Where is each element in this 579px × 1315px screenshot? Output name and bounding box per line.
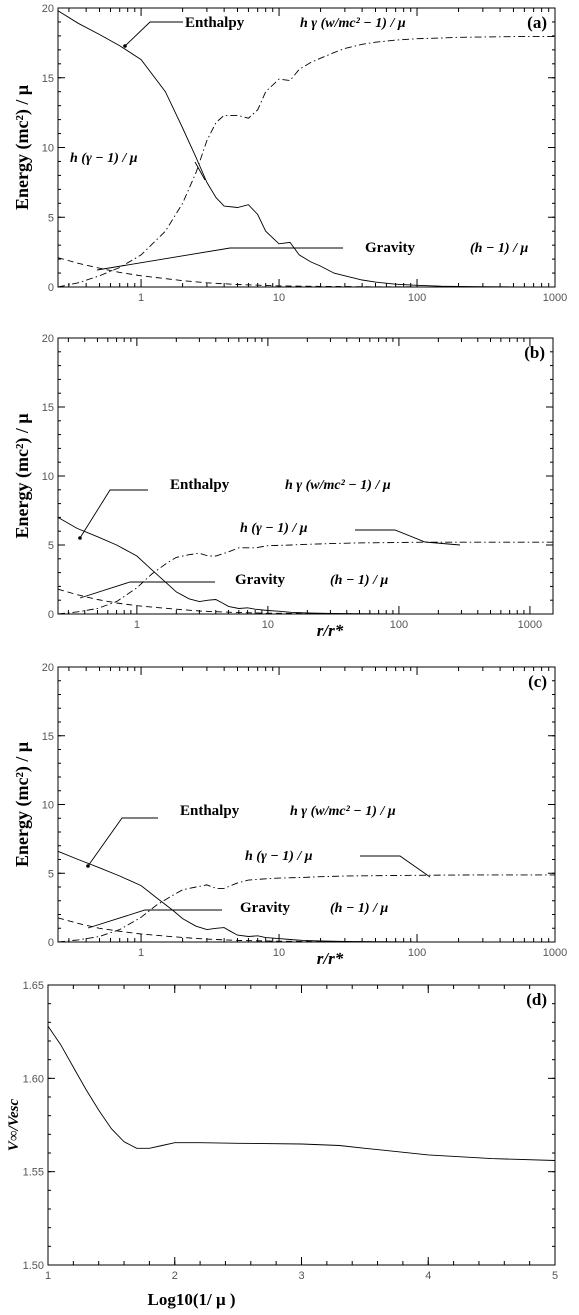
y-tick-label: 15 [42, 731, 54, 743]
y-tick-label: 0 [48, 937, 54, 949]
chart-panel-c: 0 5 10 15 20 1 10 100 1000 (c) Energy (mc²) / μ r/r… [12, 662, 567, 968]
y-tick-label: 10 [42, 800, 54, 812]
y-tick-label: 20 [42, 3, 54, 15]
panel-label: (c) [528, 672, 547, 691]
x-tick-label: 1 [45, 1270, 51, 1282]
enthalpy-formula: h γ (w/mc² − 1) / μ [290, 804, 396, 819]
gravity-pointer [96, 247, 343, 271]
gravity-formula: (h − 1) / μ [330, 901, 388, 916]
pointer-head [86, 864, 90, 868]
x-tick-label: 1000 [518, 619, 542, 631]
kinetic-pointer [355, 529, 461, 546]
series-line-dashdot [57, 36, 555, 288]
x-tick-label: 10 [262, 619, 274, 631]
enthalpy-pointer [87, 817, 158, 867]
y-tick-label: 1.55 [23, 1167, 44, 1179]
x-axis-label: r/r* [317, 949, 344, 968]
x-tick-label: 5 [552, 1270, 558, 1282]
y-axis-label: Energy (mc²) / μ [12, 742, 33, 867]
series-line-dashed [57, 257, 556, 288]
gravity-label: Gravity [365, 240, 415, 256]
gravity-pointer [87, 909, 222, 929]
y-axis-label: Energy (mc²) / μ [12, 413, 33, 538]
y-axis-label: Energy (mc²) / μ [12, 85, 33, 210]
enthalpy-formula: h γ (w/mc² − 1) / μ [300, 16, 406, 31]
x-tick-label: 1000 [543, 947, 567, 959]
y-tick-label: 1.65 [23, 980, 44, 992]
x-tick-label: 1 [138, 292, 144, 304]
gravity-formula: (h − 1) / μ [330, 573, 388, 588]
series-line-solid [57, 517, 399, 615]
x-tick-label: 100 [408, 292, 426, 304]
series-line-solid [57, 10, 556, 288]
enthalpy-label: Enthalpy [185, 15, 245, 31]
y-tick-label: 10 [42, 471, 54, 483]
gravity-label: Gravity [235, 572, 285, 588]
panel-label: (d) [526, 990, 547, 1009]
pointer-head [123, 44, 127, 48]
y-tick-label: 15 [42, 73, 54, 85]
x-tick-label: 4 [425, 1270, 431, 1282]
y-tick-label: 0 [48, 282, 54, 294]
y-tick-label: 20 [42, 662, 54, 674]
series-line-dashed [57, 588, 399, 615]
y-tick-label: 10 [42, 143, 54, 155]
series-line-dashed [57, 917, 418, 943]
y-tick-label: 5 [48, 540, 54, 552]
y-tick-label: 5 [48, 868, 54, 880]
y-tick-label: 15 [42, 402, 54, 414]
panel-label: (a) [527, 13, 547, 32]
x-tick-label: 10 [273, 947, 285, 959]
x-tick-label: 3 [298, 1270, 304, 1282]
x-axis-label: Log10(1/ μ ) [147, 1290, 235, 1309]
series-line-dashdot [57, 874, 555, 943]
x-tick-label: 1 [134, 619, 140, 631]
kinetic-pointer [360, 855, 431, 878]
chart-panel-a: 0 5 10 15 20 1 10 100 1000 (a) Energy (mc²) / μ Ent… [12, 3, 567, 304]
kinetic-formula: h (γ − 1) / μ [245, 849, 313, 864]
plot-frame [57, 337, 554, 615]
chart-panel-d: 1.50 1.55 1.60 1.65 1 2 3 4 5 (d) V∞/Vesc Log10(1/ … [6, 980, 558, 1309]
series-line-solid [57, 850, 418, 943]
enthalpy-label: Enthalpy [180, 803, 240, 819]
chart-panel-b: 0 5 10 15 20 1 10 100 1000 (b) Energy (mc²) / μ r/r… [12, 333, 554, 640]
kinetic-formula: h (γ − 1) / μ [70, 151, 138, 166]
x-axis-label: r/r* [317, 621, 344, 640]
enthalpy-pointer [124, 21, 183, 47]
x-tick-label: 1000 [543, 292, 567, 304]
enthalpy-formula: h γ (w/mc² − 1) / μ [285, 478, 391, 493]
y-tick-label: 1.60 [23, 1073, 44, 1085]
plot-frame [47, 984, 556, 1266]
x-tick-label: 1 [138, 947, 144, 959]
series-line-solid [47, 1025, 556, 1161]
x-tick-label: 100 [408, 947, 426, 959]
y-tick-label: 20 [42, 333, 54, 345]
y-axis-label: V∞/Vesc [6, 1098, 22, 1151]
enthalpy-label: Enthalpy [170, 477, 230, 493]
kinetic-pointer [194, 161, 206, 181]
gravity-formula: (h − 1) / μ [470, 241, 528, 256]
x-tick-label: 100 [390, 619, 408, 631]
pointer-head [78, 536, 82, 540]
gravity-label: Gravity [240, 900, 290, 916]
x-tick-label: 10 [273, 292, 285, 304]
y-tick-label: 0 [48, 609, 54, 621]
kinetic-formula: h (γ − 1) / μ [240, 521, 308, 536]
y-tick-label: 5 [48, 212, 54, 224]
gravity-pointer [79, 581, 215, 599]
panel-label: (b) [524, 343, 545, 362]
x-tick-label: 2 [172, 1270, 178, 1282]
enthalpy-pointer [79, 489, 148, 539]
y-tick-label: 1.50 [23, 1260, 44, 1272]
